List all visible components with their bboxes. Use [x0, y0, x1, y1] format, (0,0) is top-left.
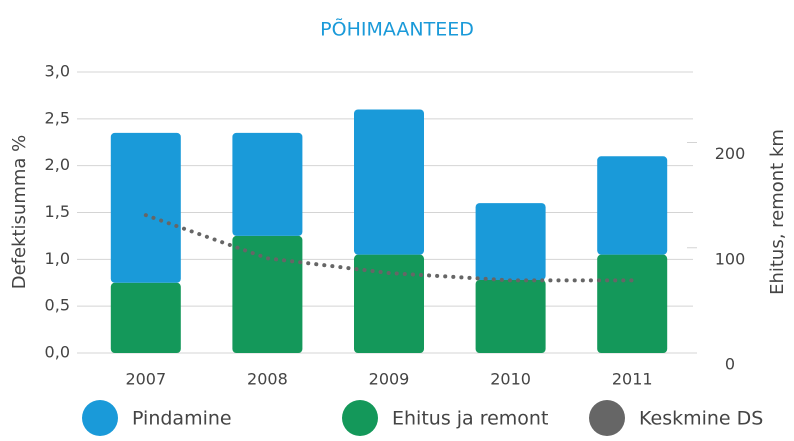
y2-tick-label: 100: [715, 249, 746, 268]
x-tick-label: 2009: [369, 370, 410, 389]
y2-tick-label: 200: [715, 144, 746, 163]
y-tick-label: 2,0: [45, 155, 70, 174]
x-tick-label: 2007: [125, 370, 166, 389]
legend-swatch: [342, 400, 378, 436]
bar: [110, 132, 181, 283]
bar: [475, 279, 546, 353]
legend-label: Ehitus ja remont: [392, 408, 548, 430]
y2-axis-label: Ehitus, remont km: [767, 129, 788, 295]
legend-swatch: [589, 400, 625, 436]
legend-label: Keskmine DS: [639, 408, 763, 430]
y-tick-label: 1,0: [45, 249, 70, 268]
y-tick-label: 0,0: [45, 343, 70, 362]
y-axis-label: Defektisumma %: [9, 135, 30, 290]
bar: [597, 254, 668, 353]
x-tick-label: 2010: [490, 370, 531, 389]
y-tick-label: 1,5: [45, 202, 70, 221]
x-tick-label: 2011: [612, 370, 653, 389]
bar: [232, 132, 303, 236]
bar: [232, 235, 303, 353]
y2-tick-label: 0: [725, 355, 735, 374]
chart-title: PÕHIMAANTEED: [320, 18, 474, 41]
legend-swatch: [82, 400, 118, 436]
bar: [354, 109, 424, 255]
line: [143, 213, 635, 283]
y-tick-label: 2,5: [45, 108, 70, 127]
x-tick-label: 2008: [247, 370, 288, 389]
bar: [597, 156, 668, 255]
legend-label: Pindamine: [132, 408, 232, 430]
bar: [354, 254, 424, 353]
y-tick-label: 3,0: [45, 62, 70, 81]
bar: [110, 282, 181, 353]
bar: [475, 203, 546, 280]
y-tick-label: 0,5: [45, 296, 70, 315]
